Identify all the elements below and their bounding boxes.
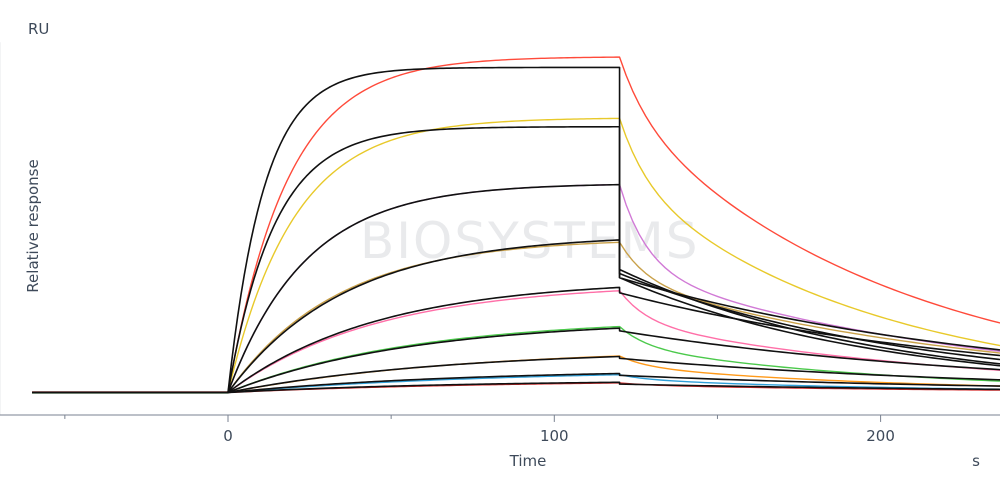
x-unit-label: s (972, 452, 980, 470)
data-series-line (32, 373, 1000, 394)
data-series-line (32, 290, 1000, 394)
y-axis-label: Relative response (24, 159, 42, 292)
fit-line (32, 183, 1000, 394)
fit-line (32, 372, 1000, 394)
fit-line (32, 327, 1000, 394)
watermark: BIOSYSTEMS (360, 212, 699, 270)
data-series-line (32, 117, 1000, 394)
fit-curves (32, 66, 1000, 394)
axis-labels: RU Time s Relative response (24, 20, 980, 470)
data-series-line (32, 325, 1000, 394)
x-tick-label: 100 (540, 427, 569, 445)
x-tick-label: 200 (866, 427, 895, 445)
fit-line (32, 125, 1000, 394)
x-tick-label: 0 (223, 427, 233, 445)
x-axis-label: Time (509, 452, 547, 470)
axes: 051015202530350100200300400 (0, 42, 1000, 445)
fit-line (32, 239, 1000, 394)
fit-line (32, 355, 1000, 394)
data-series-line (32, 56, 1000, 394)
y-unit-label: RU (28, 20, 49, 38)
watermark-text: BIOSYSTEMS (360, 212, 699, 270)
fit-line (32, 381, 1000, 394)
fit-line (32, 286, 1000, 394)
